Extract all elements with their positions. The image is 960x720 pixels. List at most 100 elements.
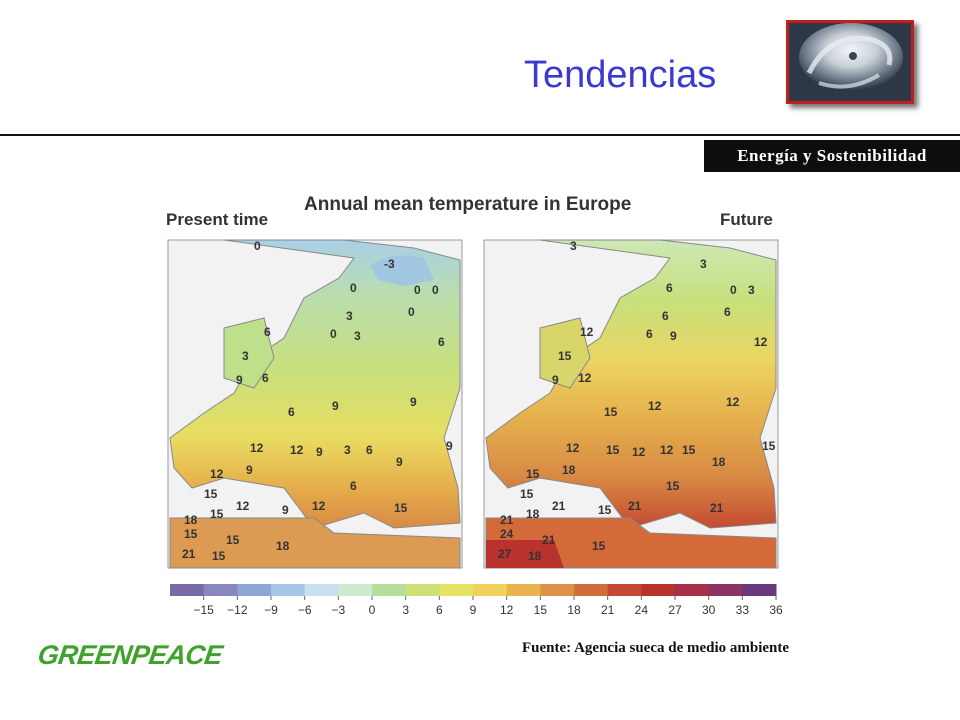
map-value-label: 12 xyxy=(312,499,326,513)
colorbar-tick-label: 3 xyxy=(402,603,409,617)
map-value-label: 6 xyxy=(724,305,731,319)
map-value-label: 15 xyxy=(592,539,606,553)
colorbar-swatch xyxy=(405,584,440,596)
map-value-label: 15 xyxy=(520,487,534,501)
map-value-label: 6 xyxy=(366,443,373,457)
greenpeace-logo: GREENPEACE xyxy=(35,640,225,670)
map-value-label: 0 xyxy=(350,281,357,295)
figure-title: Annual mean temperature in Europe xyxy=(304,194,632,215)
map-value-label: 0 xyxy=(432,283,439,297)
map-value-label: -3 xyxy=(384,257,395,271)
colorbar-tick-label: 18 xyxy=(567,603,581,617)
map-value-label: 12 xyxy=(250,441,264,455)
map-value-label: 0 xyxy=(414,283,421,297)
colorbar-swatch xyxy=(506,584,541,596)
panel-label-future: Future xyxy=(720,210,773,229)
map-value-label: 15 xyxy=(184,527,198,541)
map-value-label: 3 xyxy=(354,329,361,343)
map-value-label: 9 xyxy=(410,395,417,409)
slide-title: Tendencias xyxy=(524,54,717,96)
map-value-label: 6 xyxy=(350,479,357,493)
map-value-label: 3 xyxy=(570,239,577,253)
section-tag: Energía y Sostenibilidad xyxy=(704,140,960,172)
colorbar-swatch xyxy=(304,584,339,596)
map-value-label: 15 xyxy=(606,443,620,457)
colorbar-tick-label: −3 xyxy=(331,603,345,617)
map-value-label: 12 xyxy=(566,441,580,455)
colorbar-tick-label: −15 xyxy=(193,603,214,617)
map-value-label: 27 xyxy=(498,547,512,561)
map-value-label: 21 xyxy=(710,501,724,515)
map-value-label: 15 xyxy=(598,503,612,517)
map-value-label: 15 xyxy=(604,405,618,419)
map-value-label: 18 xyxy=(276,539,290,553)
colorbar-swatch xyxy=(675,584,710,596)
map-value-label: 3 xyxy=(700,257,707,271)
colorbar-swatch xyxy=(708,584,743,596)
colorbar-swatch xyxy=(742,584,777,596)
map-value-label: 9 xyxy=(552,373,559,387)
map-value-label: 12 xyxy=(648,399,662,413)
map-value-label: 0 xyxy=(730,283,737,297)
map-value-label: 9 xyxy=(670,329,677,343)
map-value-label: 15 xyxy=(210,507,224,521)
map-value-label: 18 xyxy=(528,549,542,563)
map-value-label: 15 xyxy=(558,349,572,363)
colorbar-tick-label: 30 xyxy=(702,603,716,617)
colorbar-tick-label: 12 xyxy=(500,603,514,617)
hurricane-icon xyxy=(789,23,911,101)
colorbar-swatch xyxy=(439,584,474,596)
colorbar-tick-label: −6 xyxy=(298,603,312,617)
map-value-label: 12 xyxy=(578,371,592,385)
colorbar-tick-label: 33 xyxy=(736,603,750,617)
map-value-label: 12 xyxy=(290,443,304,457)
temperature-colorbar xyxy=(170,584,777,596)
map-value-label: 15 xyxy=(666,479,680,493)
map-value-label: 6 xyxy=(262,371,269,385)
map-value-label: 9 xyxy=(396,455,403,469)
colorbar-swatch xyxy=(641,584,676,596)
map-value-label: 15 xyxy=(212,549,226,563)
map-value-label: 15 xyxy=(762,439,776,453)
map-value-label: 18 xyxy=(184,513,198,527)
map-value-label: 3 xyxy=(346,309,353,323)
colorbar-swatch xyxy=(607,584,642,596)
map-value-label: 12 xyxy=(754,335,768,349)
map-value-label: 21 xyxy=(552,499,566,513)
map-value-label: 9 xyxy=(282,503,289,517)
map-value-label: 12 xyxy=(580,325,594,339)
colorbar-swatch xyxy=(170,584,205,596)
map-value-label: 21 xyxy=(500,513,514,527)
colorbar-swatch xyxy=(271,584,306,596)
map-value-label: 9 xyxy=(332,399,339,413)
map-value-label: 6 xyxy=(264,325,271,339)
colorbar-tick-label: 6 xyxy=(436,603,443,617)
colorbar-tick-label: −12 xyxy=(227,603,248,617)
map-value-label: 12 xyxy=(632,445,646,459)
map-value-label: 3 xyxy=(242,349,249,363)
colorbar-swatch xyxy=(540,584,575,596)
panel-label-present: Present time xyxy=(166,210,269,229)
map-value-label: 15 xyxy=(226,533,240,547)
colorbar-swatch xyxy=(372,584,407,596)
colorbar-swatch xyxy=(338,584,373,596)
map-value-label: 9 xyxy=(446,439,453,453)
map-value-label: 0 xyxy=(254,239,261,253)
map-value-label: 0 xyxy=(408,305,415,319)
map-value-label: 9 xyxy=(316,445,323,459)
map-value-label: 18 xyxy=(562,463,576,477)
map-value-label: 0 xyxy=(330,327,337,341)
map-value-label: 15 xyxy=(526,467,540,481)
hurricane-thumbnail xyxy=(786,20,914,104)
map-value-label: 3 xyxy=(748,283,755,297)
colorbar-tick-label: 24 xyxy=(635,603,649,617)
map-value-label: 12 xyxy=(726,395,740,409)
map-value-label: 6 xyxy=(288,405,295,419)
colorbar-swatch xyxy=(237,584,272,596)
colorbar-tick-label: 21 xyxy=(601,603,615,617)
